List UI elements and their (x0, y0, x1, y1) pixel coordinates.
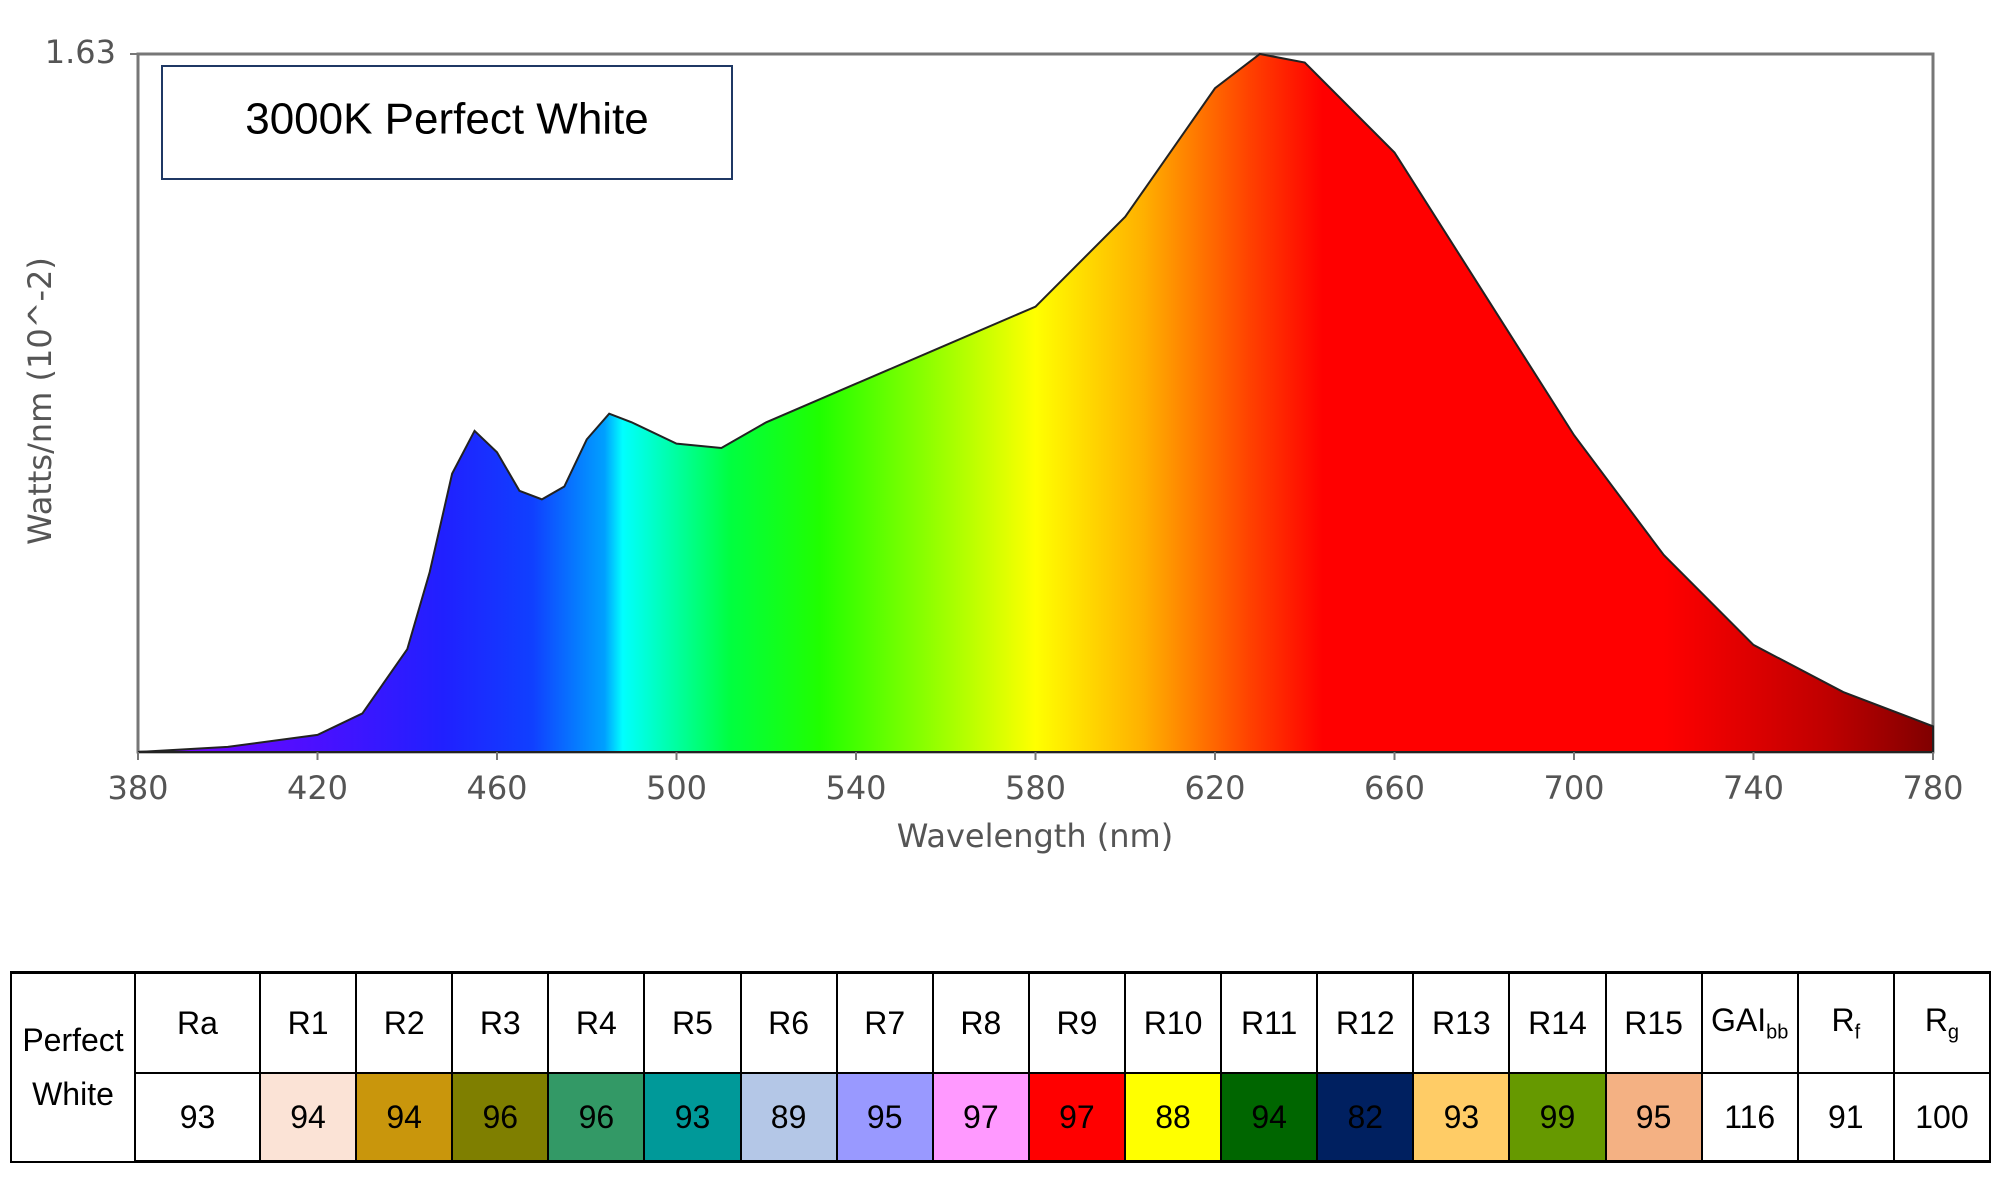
x-tick-label: 780 (1902, 769, 1963, 807)
row-label: Perfect White (10, 971, 136, 1163)
chart: 3000K Perfect White Wavelength (nm) Watt… (21, 33, 1964, 855)
x-tick-label: 580 (1005, 769, 1066, 807)
header-cell: R3 (451, 971, 550, 1074)
header-cell: R8 (931, 971, 1030, 1074)
cri-table: Perfect White Ra R1 R2 R3 R4 R5 R6 R7 R8 R9 R10 R11 R… (10, 971, 1992, 1163)
x-tick-label: 540 (825, 769, 886, 807)
x-tick-label: 700 (1543, 769, 1604, 807)
x-tick-label: 620 (1184, 769, 1245, 807)
header-cell: GAIbb (1700, 971, 1799, 1074)
x-tick-label: 380 (107, 769, 168, 807)
value-cell: 96 (451, 1072, 550, 1163)
value-cell: 94 (1220, 1072, 1319, 1163)
header-cell: R15 (1604, 971, 1703, 1074)
header-cell: R6 (739, 971, 838, 1074)
value-cell: 94 (355, 1072, 454, 1163)
value-cell: 93 (134, 1072, 261, 1163)
x-tick-label: 420 (287, 769, 348, 807)
header-sub: g (1947, 1021, 1960, 1044)
x-axis-label: Wavelength (nm) (897, 817, 1173, 855)
header-main: R (1924, 1001, 1948, 1038)
header-cell: Ra (134, 971, 261, 1074)
value-cell: 97 (1027, 1072, 1126, 1163)
spectrum-area (137, 52, 1934, 753)
header-cell: R9 (1027, 971, 1126, 1074)
header-cell: R7 (835, 971, 934, 1074)
header-sub: bb (1766, 1021, 1789, 1044)
plot-area (137, 52, 1934, 753)
x-tick-label: 660 (1364, 769, 1425, 807)
header-sub: f (1854, 1021, 1861, 1044)
value-cell: 95 (835, 1072, 934, 1163)
y-tick-label: 1.63 (45, 33, 116, 71)
header-cell: R13 (1412, 971, 1511, 1074)
value-cell: 93 (1412, 1072, 1511, 1163)
x-tick-label: 740 (1723, 769, 1784, 807)
value-cell: 88 (1123, 1072, 1223, 1163)
y-axis-label: Watts/nm (10^-2) (21, 257, 59, 545)
value-cell: 95 (1604, 1072, 1703, 1163)
x-tick-label: 500 (646, 769, 707, 807)
header-cell: R4 (547, 971, 646, 1074)
header-cell: Rg (1892, 971, 1992, 1074)
value-cell: 89 (739, 1072, 838, 1163)
header-cell: R10 (1123, 971, 1223, 1074)
header-cell: R12 (1316, 971, 1415, 1074)
header-cell: R5 (643, 971, 742, 1074)
x-tick-label: 460 (466, 769, 527, 807)
header-cell: Rf (1796, 971, 1895, 1074)
value-cell: 91 (1796, 1072, 1895, 1163)
value-cell: 99 (1508, 1072, 1607, 1163)
chart-title: 3000K Perfect White (245, 95, 649, 144)
value-cell: 100 (1892, 1072, 1992, 1163)
header-main: R (1831, 1001, 1855, 1038)
header-cell: R11 (1220, 971, 1319, 1074)
title-box (161, 65, 733, 180)
value-cell: 97 (931, 1072, 1030, 1163)
header-cell: R14 (1508, 971, 1607, 1074)
header-cell: R1 (258, 971, 358, 1074)
header-cell: R2 (355, 971, 454, 1074)
value-cell: 94 (258, 1072, 358, 1163)
value-cell: 93 (643, 1072, 742, 1163)
header-main: GAI (1711, 1001, 1767, 1038)
value-cell: 82 (1316, 1072, 1415, 1163)
value-cell: 116 (1700, 1072, 1799, 1163)
value-cell: 96 (547, 1072, 646, 1163)
